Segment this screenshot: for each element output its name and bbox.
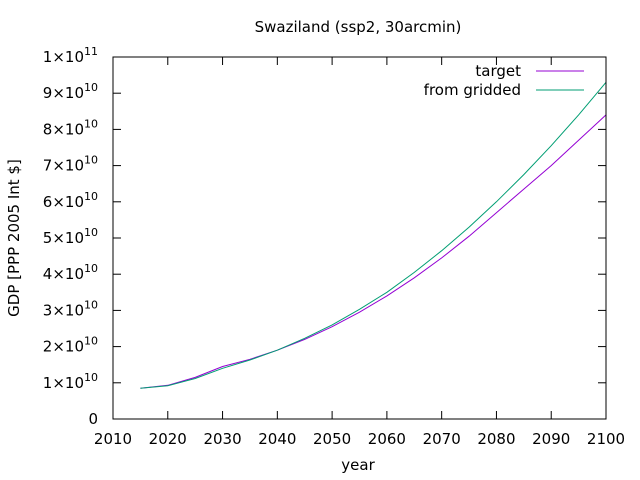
y-tick-label: 4×1010 [43,262,98,283]
y-tick-label: 6×1010 [43,190,98,211]
x-axis-label: year [341,456,375,474]
series-line-target [140,114,607,389]
plot-frame [112,56,607,420]
x-tick-label: 2060 [368,430,406,448]
y-tick-label: 8×1010 [43,117,98,138]
y-tick-label: 0 [88,410,98,428]
x-tick-label: 2010 [94,430,132,448]
x-tick-label: 2100 [587,430,625,448]
x-tick-label: 2090 [532,430,570,448]
legend-label: from gridded [424,81,521,99]
x-tick-label: 2040 [258,430,296,448]
chart-title: Swaziland (ssp2, 30arcmin) [255,18,462,36]
y-tick-label: 3×1010 [43,298,98,319]
y-tick-label: 1×1011 [43,45,98,66]
y-tick-label: 2×1010 [43,335,98,356]
x-tick-label: 2070 [423,430,461,448]
y-axis-label: GDP [PPP 2005 Int $] [5,159,23,317]
x-axis-ticks: 2010 2020 2030 2040 2050 2060 2070 2080 2090 2100 [94,57,625,448]
legend-label: target [475,62,521,80]
x-tick-label: 2030 [203,430,241,448]
y-tick-label: 1×1010 [43,371,98,392]
y-tick-label: 9×1010 [43,81,98,102]
y-tick-label: 5×1010 [43,226,98,247]
series-line-from-gridded [140,81,607,389]
x-tick-label: 2080 [477,430,515,448]
y-axis-ticks: 0 1×1010 2×1010 3×1010 4×1010 5×1010 6×1010 7×1… [43,45,606,428]
x-tick-label: 2020 [149,430,187,448]
y-tick-label: 7×1010 [43,154,98,175]
x-tick-label: 2050 [313,430,351,448]
plot-lines [140,81,607,389]
